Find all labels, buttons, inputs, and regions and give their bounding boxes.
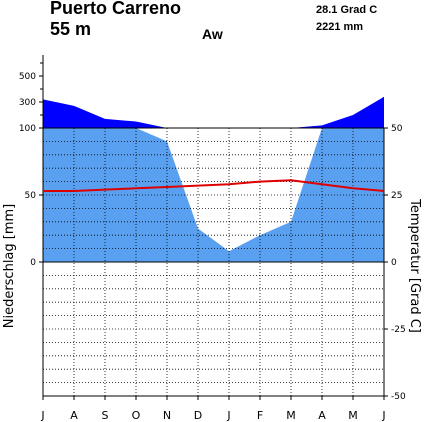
month-label: A (318, 409, 326, 422)
climate-class: Aw (202, 26, 223, 42)
right-tick-label: -25 (391, 325, 406, 335)
left-tick-label: 300 (19, 98, 36, 108)
month-label: D (194, 409, 202, 422)
mean-temperature: 28.1 Grad C (316, 4, 378, 16)
left-tick-label: 100 (19, 124, 36, 134)
month-label: O (132, 409, 141, 422)
perhumid-area (43, 96, 384, 128)
right-tick-label: -50 (391, 392, 406, 402)
station-elevation: 55 m (50, 19, 92, 39)
month-label: N (163, 409, 171, 422)
annual-precipitation: 2221 mm (316, 21, 364, 33)
left-tick-label: 0 (30, 258, 36, 268)
left-tick-label: 50 (25, 191, 37, 201)
left-tick-label: 500 (19, 72, 36, 82)
right-tick-label: 25 (391, 191, 402, 201)
month-label: M (348, 409, 358, 422)
right-axis-title: Temperatur [Grad C] (407, 198, 422, 333)
left-axis-title: Niederschlag [mm] (2, 204, 17, 329)
month-label: M (286, 409, 296, 422)
month-label: F (257, 409, 263, 422)
right-tick-label: 50 (391, 124, 403, 134)
humid-area (43, 128, 384, 262)
month-label: S (102, 409, 109, 422)
month-label: J (226, 409, 230, 422)
month-label: J (381, 409, 385, 422)
month-label: J (40, 409, 44, 422)
month-label: A (70, 409, 78, 422)
right-tick-label: 0 (391, 258, 397, 268)
station-name: Puerto Carreno (50, 0, 182, 18)
temperature-line (43, 179, 385, 192)
